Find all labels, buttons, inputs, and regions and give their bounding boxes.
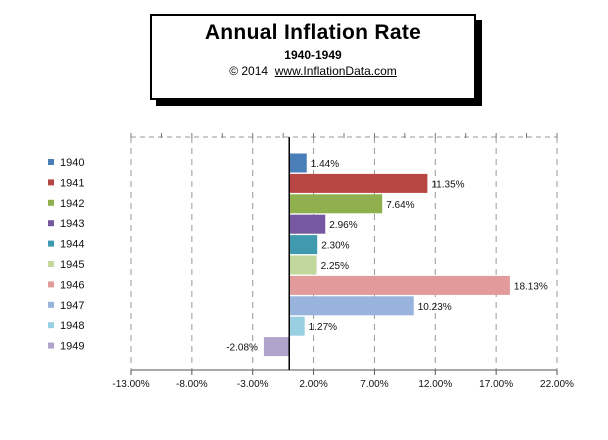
- legend-swatch: [48, 301, 54, 308]
- legend-label: 1941: [60, 177, 84, 189]
- data-label: 1.27%: [309, 322, 337, 333]
- legend-swatch: [48, 261, 54, 267]
- bar-1948: [289, 316, 305, 336]
- bar-1944: [289, 235, 318, 255]
- data-label: 2.96%: [329, 220, 357, 231]
- bar-1942: [289, 194, 383, 214]
- bars: [263, 153, 510, 357]
- legend-swatch: [48, 220, 54, 227]
- legend-label: 1945: [60, 259, 84, 271]
- bar-1946: [289, 275, 510, 295]
- legend-label: 1946: [60, 279, 84, 291]
- data-label: 18.13%: [514, 281, 548, 292]
- chart-title: Annual Inflation Rate: [204, 21, 422, 44]
- legend-label: 1940: [60, 157, 84, 169]
- x-tick-label: -8.00%: [176, 379, 208, 390]
- data-label: 10.23%: [418, 302, 452, 313]
- legend-label: 1947: [60, 300, 84, 312]
- x-tick-labels: -13.00% -8.00% -3.00% 2.00% 7.00% 12.00% 17.00…: [112, 379, 574, 390]
- legend-label: 1943: [60, 218, 84, 230]
- x-tick-label: 12.00%: [418, 379, 452, 390]
- x-tick-label: -13.00%: [112, 379, 149, 390]
- legend-label: 1942: [60, 198, 84, 210]
- legend-label: 1944: [60, 239, 84, 251]
- x-tick-label: -3.00%: [237, 379, 269, 390]
- bar-1949: [263, 337, 290, 357]
- x-tick-label: 22.00%: [540, 379, 574, 390]
- legend-swatch: [48, 281, 54, 288]
- legend-swatch: [48, 179, 54, 186]
- legend-swatch: [48, 240, 54, 247]
- legend-swatch: [48, 342, 54, 349]
- title-box: Annual Inflation Rate 1940-1949 © 2014 w…: [150, 14, 476, 100]
- legend: 1940 1941 1942 1943 1944 1945 1946 1947 1948 1949: [48, 157, 84, 353]
- bar-1941: [289, 173, 428, 193]
- legend-swatch: [48, 199, 54, 206]
- bar-1943: [289, 214, 326, 234]
- bar-1947: [289, 296, 414, 316]
- data-label: 2.25%: [321, 261, 349, 272]
- data-labels: 1.44% 11.35% 7.64% 2.96% 2.30% 2.25% 18.13% 10.…: [226, 159, 548, 354]
- bar-1945: [289, 255, 317, 275]
- data-label: 7.64%: [386, 200, 414, 211]
- x-tick-label: 7.00%: [360, 379, 388, 390]
- legend-swatch: [48, 322, 54, 329]
- bar-1940: [289, 153, 307, 173]
- x-tick-label: 17.00%: [479, 379, 513, 390]
- copyright-text: © 2014: [229, 64, 269, 78]
- credit-line: © 2014 www.InflationData.com: [152, 64, 474, 78]
- legend-label: 1948: [60, 320, 84, 332]
- legend-swatch: [48, 159, 54, 165]
- x-tick-label: 2.00%: [299, 379, 327, 390]
- gridlines: [130, 133, 558, 375]
- legend-label: 1949: [60, 341, 84, 353]
- data-label: -2.08%: [226, 343, 258, 354]
- data-label: 2.30%: [321, 241, 349, 252]
- data-label: 11.35%: [431, 179, 464, 190]
- source-link[interactable]: www.InflationData.com: [274, 64, 397, 78]
- data-label: 1.44%: [311, 159, 339, 170]
- chart-subtitle: 1940-1949: [284, 48, 342, 62]
